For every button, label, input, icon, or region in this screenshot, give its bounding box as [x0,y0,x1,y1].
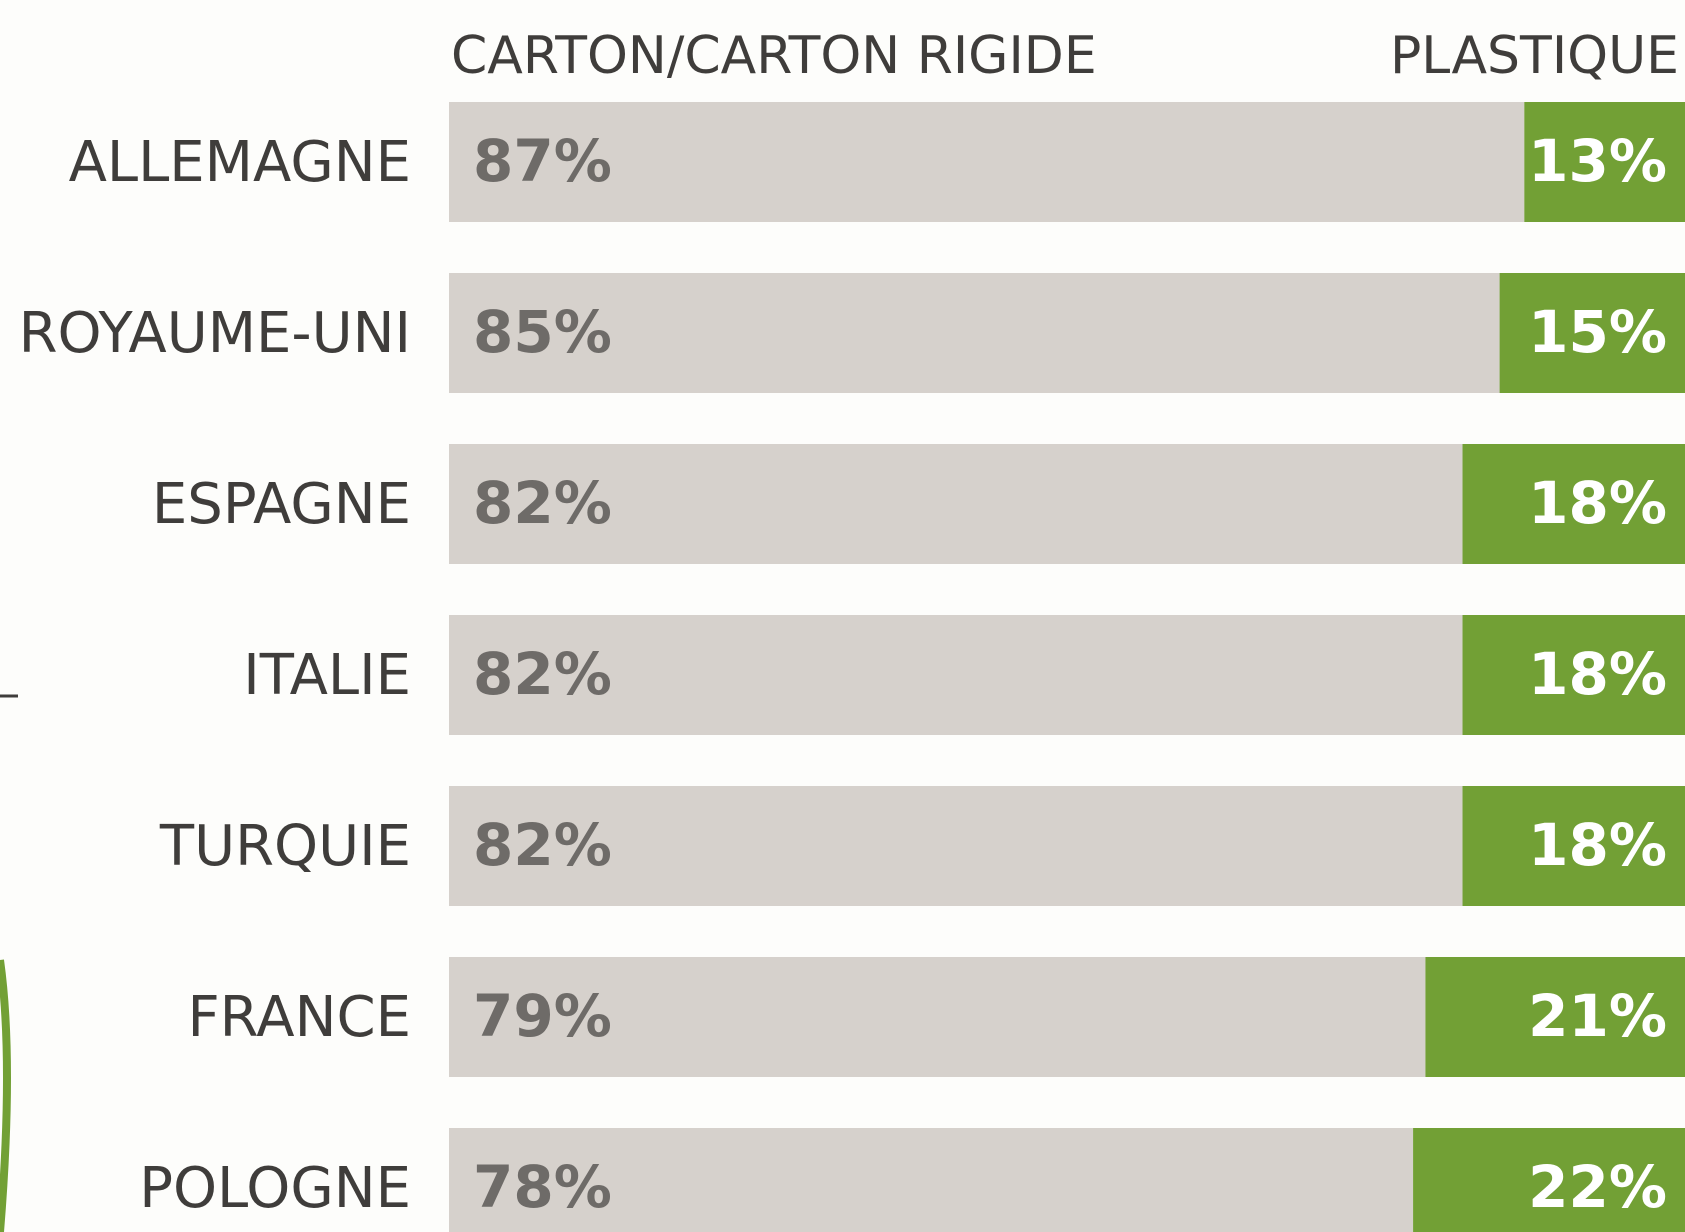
category-label: ROYAUME-UNI [19,301,411,366]
bar-segment [449,957,1426,1077]
value-label: 82% [473,640,612,708]
bar-segment [1499,273,1685,393]
bar-segment [1462,786,1685,906]
bar-segment [1524,102,1685,222]
value-label: 85% [473,298,612,366]
bar-segment [449,444,1463,564]
bar-segment [1462,615,1685,735]
value-label: 22% [1528,1153,1667,1221]
value-label: 87% [473,127,612,195]
bar-segment [449,102,1525,222]
value-label: 15% [1528,298,1667,366]
value-label: 13% [1528,127,1667,195]
value-label: 78% [473,1153,612,1221]
legend-label: CARTON/CARTON RIGIDE [451,26,1097,86]
value-label: 18% [1528,811,1667,879]
bar-segment [1413,1128,1685,1232]
value-label: 82% [473,811,612,879]
bar-segment [449,786,1463,906]
value-label: 21% [1528,982,1667,1050]
value-label: 79% [473,982,612,1050]
category-label: ALLEMAGNE [69,130,411,195]
bar-segment [1462,444,1685,564]
bar-segment [449,273,1500,393]
legend-label: PLASTIQUE [1390,26,1679,86]
value-label: 82% [473,469,612,537]
bar-segment [1425,957,1685,1077]
bar-segment [449,1128,1414,1232]
value-label: 18% [1528,469,1667,537]
decoration [0,959,11,1232]
category-label: POLOGNE [139,1156,411,1221]
bar-segment [449,615,1463,735]
category-label: TURQUIE [159,814,411,879]
category-label: ESPAGNE [152,472,411,537]
category-label: FRANCE [187,985,411,1050]
category-label: ITALIE [243,643,411,708]
value-label: 18% [1528,640,1667,708]
